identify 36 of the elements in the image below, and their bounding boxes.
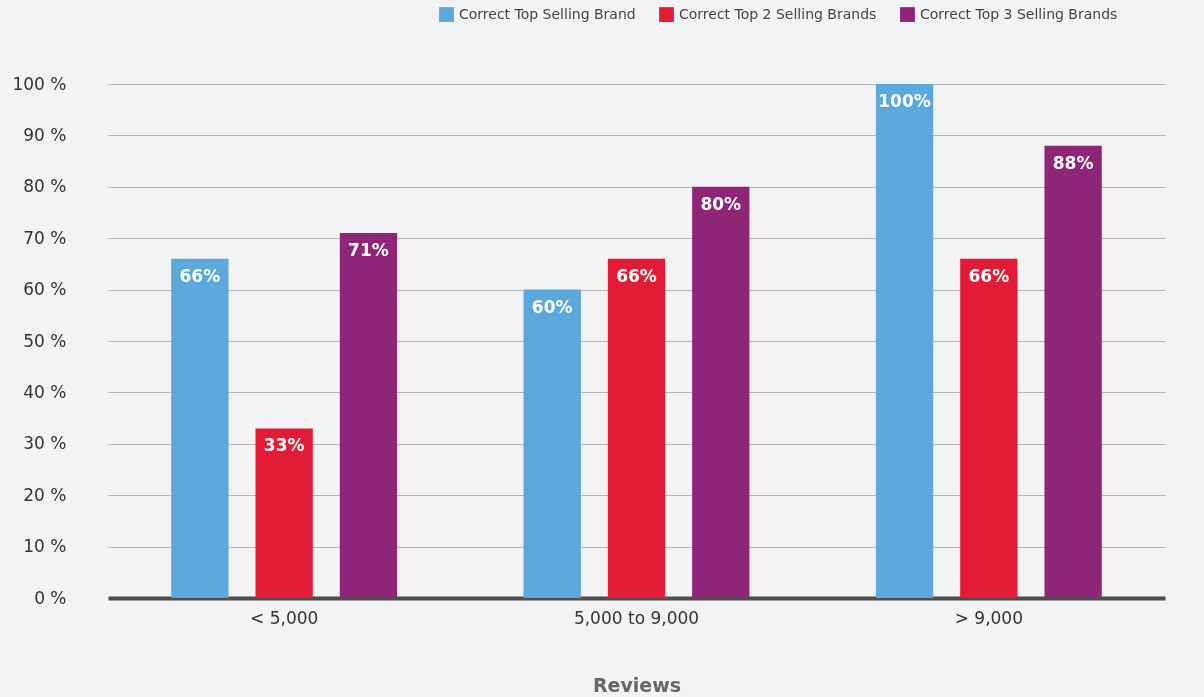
data-label: 71% xyxy=(348,240,389,261)
y-tick-label: 100 % xyxy=(12,73,67,94)
bar xyxy=(607,258,666,598)
bar xyxy=(171,258,229,598)
x-axis-title: Reviews xyxy=(592,673,682,696)
y-tick-label: 10 % xyxy=(23,536,67,557)
bar xyxy=(692,186,750,598)
x-tick-label: < 5,000 xyxy=(250,607,319,628)
data-label: 60% xyxy=(531,296,573,317)
data-label: 66% xyxy=(968,265,1010,286)
data-label: 80% xyxy=(700,193,742,214)
bar xyxy=(1044,145,1102,598)
bar xyxy=(875,84,934,598)
y-tick-label: 40 % xyxy=(23,381,67,402)
y-tick-label: 80 % xyxy=(23,176,67,197)
x-tick-label: > 9,000 xyxy=(954,607,1023,628)
y-tick-label: 70 % xyxy=(23,227,67,248)
bar xyxy=(960,258,1018,598)
y-tick-label: 30 % xyxy=(23,433,67,454)
bar xyxy=(255,428,313,598)
data-label: 66% xyxy=(179,265,221,286)
y-tick-label: 20 % xyxy=(23,484,67,505)
legend-label: Correct Top 2 Selling Brands xyxy=(679,5,877,22)
y-tick-label: 50 % xyxy=(23,330,67,351)
data-label: 66% xyxy=(616,265,657,286)
bar xyxy=(523,289,581,598)
x-tick-label: 5,000 to 9,000 xyxy=(573,607,700,628)
data-label: 33% xyxy=(263,435,305,456)
bar xyxy=(339,233,398,598)
data-label: 100% xyxy=(878,91,931,111)
y-tick-label: 60 % xyxy=(23,279,67,300)
legend-label: Correct Top 3 Selling Brands xyxy=(920,5,1118,22)
y-tick-label: 90 % xyxy=(23,124,67,145)
y-tick-label: 0 % xyxy=(34,587,67,608)
data-label: 88% xyxy=(1052,152,1094,173)
legend-label: Correct Top Selling Brand xyxy=(459,5,636,22)
